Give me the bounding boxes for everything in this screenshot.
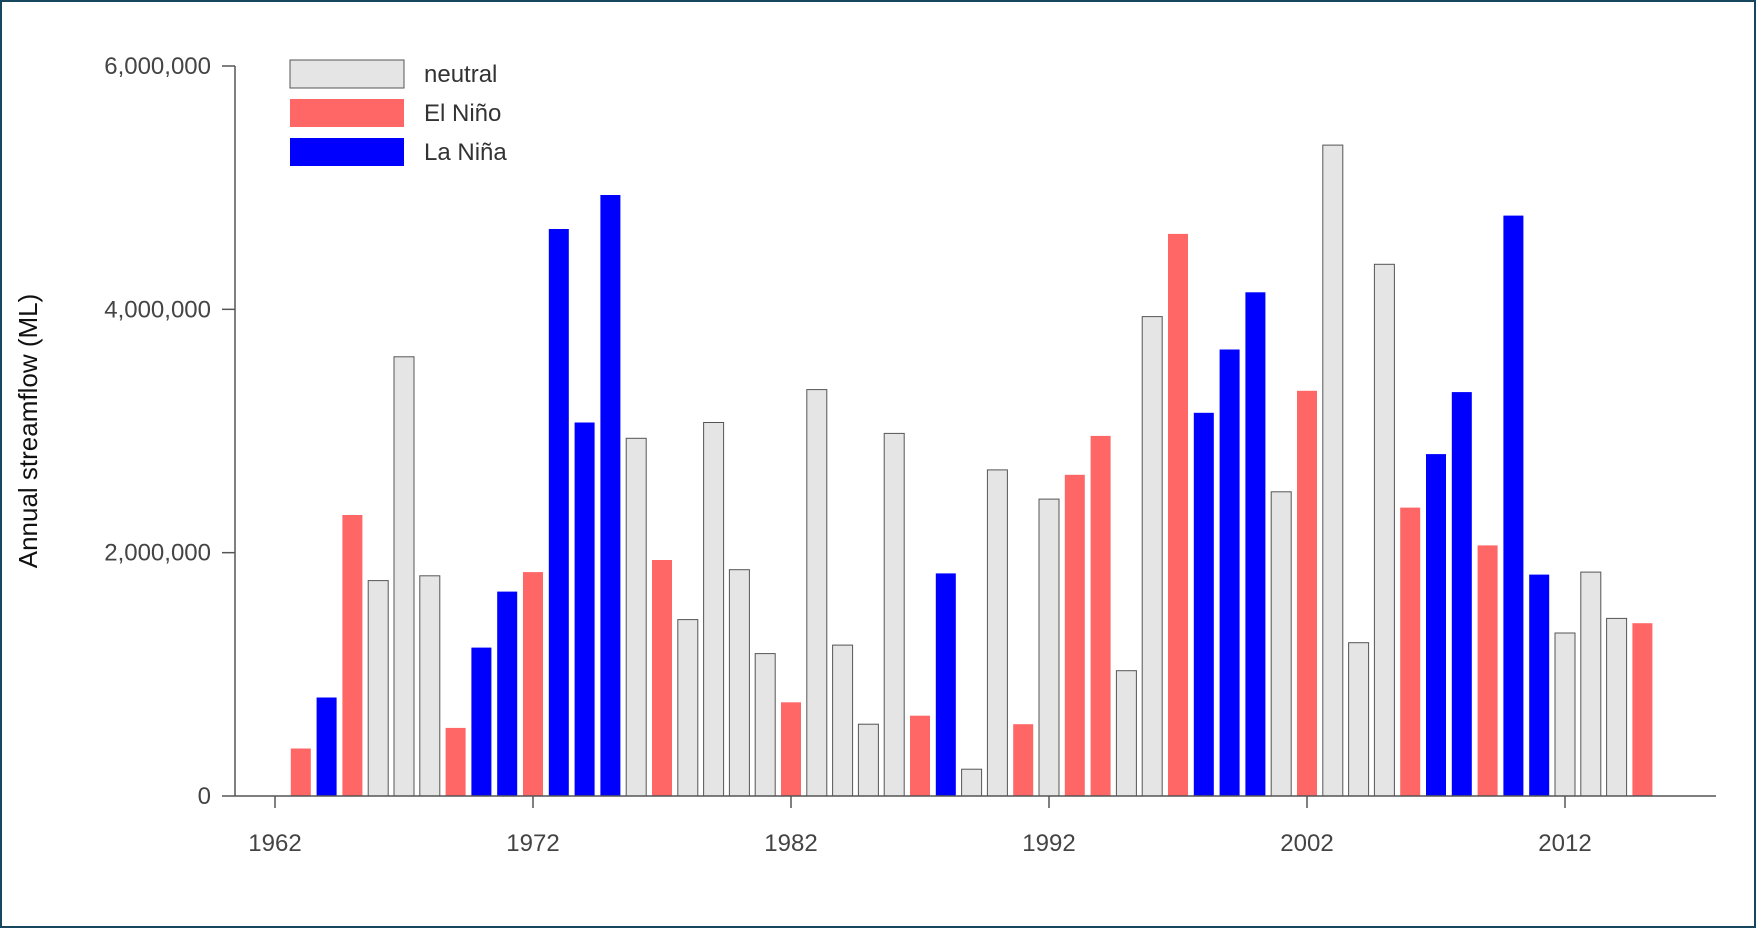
y-tick-label: 6,000,000 — [104, 53, 211, 80]
bar-1981 — [754, 653, 776, 797]
bar-1964 — [316, 697, 337, 796]
bar-1975 — [600, 195, 621, 796]
bar-1984 — [832, 644, 854, 797]
legend-label-neutral: neutral — [424, 61, 497, 88]
x-tick-label: 2012 — [1538, 830, 1591, 857]
bar-1979 — [703, 422, 725, 797]
bar-2015 — [1632, 623, 1653, 796]
legend-swatch-lanina — [290, 138, 404, 166]
bar-2014 — [1606, 617, 1628, 797]
bar-1996 — [1141, 316, 1163, 797]
x-tick-label: 1992 — [1022, 830, 1075, 857]
bar-2002 — [1297, 390, 1317, 796]
bar-1970 — [471, 647, 492, 796]
legend-swatch-neutral — [289, 59, 405, 89]
y-tick-label: 2,000,000 — [104, 540, 211, 567]
bar-1969 — [445, 727, 466, 796]
y-tick-label: 4,000,000 — [104, 296, 211, 323]
bar-1982 — [781, 702, 801, 796]
legend-label-lanina: La Niña — [424, 139, 507, 166]
bar-1993 — [1064, 474, 1085, 796]
legend-label-elnino: El Niño — [424, 100, 501, 127]
bar-1980 — [728, 569, 750, 797]
bar-1994 — [1090, 435, 1111, 796]
bar-1977 — [652, 560, 672, 796]
bar-1997 — [1168, 233, 1188, 796]
bar-2009 — [1477, 545, 1498, 796]
bar-1967 — [393, 356, 415, 797]
bar-1989 — [961, 768, 983, 797]
bar-2010 — [1503, 215, 1524, 797]
bar-2006 — [1400, 507, 1421, 796]
bar-1998 — [1193, 412, 1214, 797]
bar-2013 — [1580, 571, 1602, 797]
bar-1990 — [986, 469, 1008, 797]
legend-swatch-elnino — [290, 99, 404, 127]
bar-2012 — [1554, 632, 1576, 797]
bar-1974 — [574, 422, 595, 796]
bar-2008 — [1451, 392, 1472, 796]
bar-2005 — [1373, 263, 1395, 797]
bar-1978 — [677, 619, 699, 797]
bar-1965 — [342, 515, 363, 796]
bar-1963 — [290, 748, 311, 796]
x-tick-label: 1982 — [764, 830, 817, 857]
bar-2004 — [1348, 642, 1370, 797]
bar-1991 — [1013, 724, 1034, 796]
bar-1976 — [625, 437, 647, 797]
bar-1992 — [1038, 498, 1060, 797]
bar-1966 — [367, 580, 389, 797]
y-tick-label: 0 — [198, 783, 211, 810]
bar-1986 — [883, 432, 905, 797]
bar-2000 — [1245, 292, 1266, 796]
bars-group — [290, 144, 1653, 797]
legend: neutral El Niño La Niña — [289, 59, 507, 166]
bar-1972 — [523, 572, 543, 796]
bar-1971 — [497, 591, 518, 796]
bar-1988 — [935, 573, 956, 796]
bar-1995 — [1115, 670, 1137, 797]
bar-2003 — [1322, 144, 1344, 797]
y-ticks-group: 0 2,000,000 4,000,000 6,000,000 — [104, 53, 235, 810]
bar-2007 — [1426, 454, 1446, 796]
axes-group — [234, 66, 1716, 797]
bar-1973 — [548, 229, 569, 796]
bar-2011 — [1529, 574, 1550, 796]
x-tick-label: 1962 — [248, 830, 301, 857]
bar-1985 — [857, 723, 879, 797]
bar-2001 — [1270, 491, 1292, 797]
x-tick-label: 1972 — [506, 830, 559, 857]
bar-1999 — [1219, 349, 1240, 796]
x-tick-label: 2002 — [1280, 830, 1333, 857]
bar-1983 — [806, 389, 828, 797]
x-ticks-group: 1962 1972 1982 1992 2002 2012 — [248, 796, 1592, 857]
bar-1987 — [910, 715, 930, 796]
y-axis-title: Annual streamflow (ML) — [13, 294, 43, 569]
bar-1968 — [419, 575, 441, 797]
